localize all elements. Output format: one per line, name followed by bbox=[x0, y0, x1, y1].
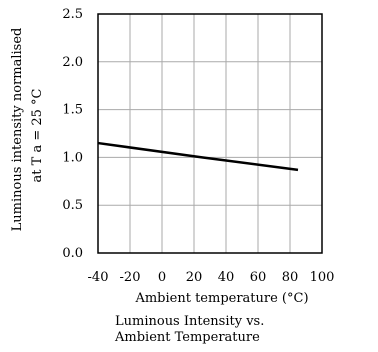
plot-frame bbox=[97, 13, 323, 254]
y-tick-labels: 0.0 0.5 1.0 1.5 2.0 2.5 bbox=[62, 7, 83, 261]
x-tick-labels: -40 -20 0 20 40 60 80 100 bbox=[88, 270, 335, 285]
caption-line-1: Luminous Intensity vs. bbox=[115, 314, 265, 329]
x-tick-label: -40 bbox=[88, 270, 109, 285]
caption-line-2: Ambient Temperature bbox=[115, 330, 260, 345]
x-axis-label: Ambient temperature (°C) bbox=[134, 291, 308, 306]
grid bbox=[98, 14, 322, 253]
y-tick-label: 2.5 bbox=[62, 7, 83, 22]
series-line bbox=[97, 141, 299, 172]
x-tick-label: 0 bbox=[158, 270, 166, 285]
x-tick-label: 20 bbox=[186, 270, 203, 285]
figure-caption: Luminous Intensity vs. Ambient Temperatu… bbox=[115, 314, 264, 346]
chart: 0.0 0.5 1.0 1.5 2.0 2.5 -40 -20 0 20 40 60 80 100 Am… bbox=[10, 7, 335, 306]
x-tick-label: 80 bbox=[282, 270, 299, 285]
y-tick-label: 1.0 bbox=[62, 150, 83, 165]
y-tick-label: 1.5 bbox=[62, 103, 83, 118]
y-tick-label: 0.5 bbox=[62, 198, 83, 213]
series-group bbox=[97, 141, 299, 172]
y-tick-label: 2.0 bbox=[62, 55, 83, 70]
x-tick-label: -20 bbox=[120, 270, 141, 285]
x-tick-label: 100 bbox=[310, 270, 335, 285]
y-axis-label-line1: Luminous intensity normalised bbox=[10, 28, 25, 232]
x-tick-label: 60 bbox=[250, 270, 267, 285]
x-tick-label: 40 bbox=[218, 270, 235, 285]
y-tick-label: 0.0 bbox=[62, 246, 83, 261]
y-axis-label-line2: at T a = 25 °C bbox=[30, 88, 45, 182]
